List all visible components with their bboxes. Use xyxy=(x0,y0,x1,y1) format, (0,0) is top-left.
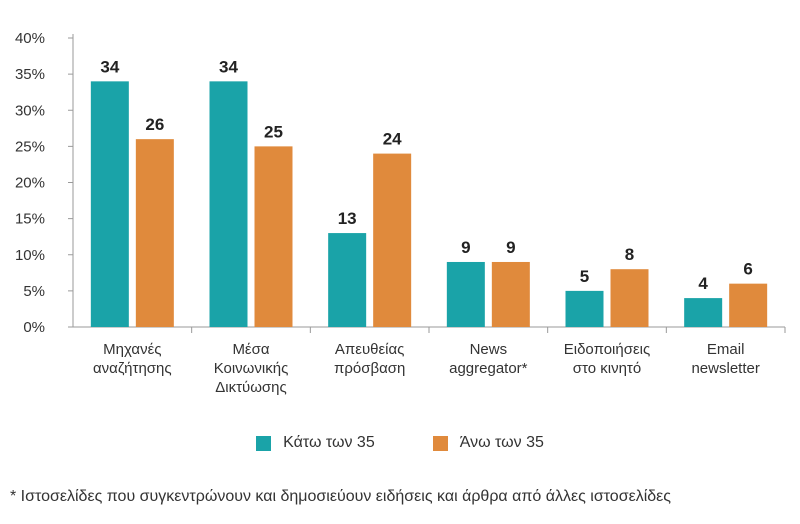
y-tick-label: 30% xyxy=(15,102,45,119)
category-label: Κοινωνικής xyxy=(214,360,289,377)
data-label: 4 xyxy=(698,274,708,293)
bar-over-35 xyxy=(729,283,768,327)
y-tick-label: 40% xyxy=(15,30,45,47)
category-label: News xyxy=(470,341,508,358)
category-label: Μέσα xyxy=(232,341,269,358)
category-label: στο κινητό xyxy=(573,360,641,377)
legend-item-under-35: Κάτω των 35 xyxy=(256,434,375,452)
data-label: 9 xyxy=(506,238,515,257)
category-label: aggregator* xyxy=(449,360,528,377)
bar-under-35 xyxy=(328,233,367,327)
category-label: Δικτύωσης xyxy=(215,379,287,396)
bar-chart: 0% 5% 10% 15% 20% 25% 30% 35% 40% 34 26 Μηχανές αναζ… xyxy=(15,30,786,396)
data-label: 8 xyxy=(625,245,634,264)
data-label: 34 xyxy=(219,57,238,76)
legend-label-over-35: Άνω των 35 xyxy=(459,434,544,451)
y-tick-label: 10% xyxy=(15,247,45,264)
y-tick-label: 0% xyxy=(23,319,45,336)
bar-under-35 xyxy=(565,290,604,327)
category-label: Απευθείας xyxy=(335,341,405,358)
legend: Κάτω των 35 Άνω των 35 xyxy=(0,434,800,452)
data-label: 6 xyxy=(743,260,752,279)
y-tick-label: 35% xyxy=(15,66,45,83)
category-label: newsletter xyxy=(691,360,759,377)
bar-under-35 xyxy=(209,81,248,327)
data-label: 26 xyxy=(145,115,164,134)
category-label: Μηχανές xyxy=(103,341,161,358)
data-label: 25 xyxy=(264,122,283,141)
category-label: Ειδοποιήσεις xyxy=(564,341,650,358)
category-label: πρόσβαση xyxy=(334,360,405,377)
legend-item-over-35: Άνω των 35 xyxy=(432,434,544,452)
bar-over-35 xyxy=(373,153,412,327)
y-tick-label: 25% xyxy=(15,138,45,155)
bar-under-35 xyxy=(446,261,485,327)
footnote: * Ιστοσελίδες που συγκεντρώνουν και δημο… xyxy=(10,488,672,505)
legend-label-under-35: Κάτω των 35 xyxy=(283,434,375,451)
bar-over-35 xyxy=(135,139,174,327)
bar-under-35 xyxy=(684,298,723,327)
category-label: Email xyxy=(707,341,745,358)
data-label: 34 xyxy=(100,57,119,76)
y-tick-label: 15% xyxy=(15,211,45,228)
bar-over-35 xyxy=(491,261,530,327)
bar-over-35 xyxy=(254,146,293,327)
bar-over-35 xyxy=(610,269,649,327)
bar-under-35 xyxy=(90,81,129,327)
data-label: 9 xyxy=(461,238,470,257)
category-label: αναζήτησης xyxy=(93,360,172,377)
data-label: 5 xyxy=(580,267,589,286)
legend-swatch-under-35 xyxy=(256,435,272,451)
data-label: 13 xyxy=(338,209,357,228)
legend-swatch-over-35 xyxy=(432,435,448,451)
y-tick-label: 5% xyxy=(23,283,45,300)
data-label: 24 xyxy=(383,130,402,149)
y-tick-label: 20% xyxy=(15,175,45,192)
